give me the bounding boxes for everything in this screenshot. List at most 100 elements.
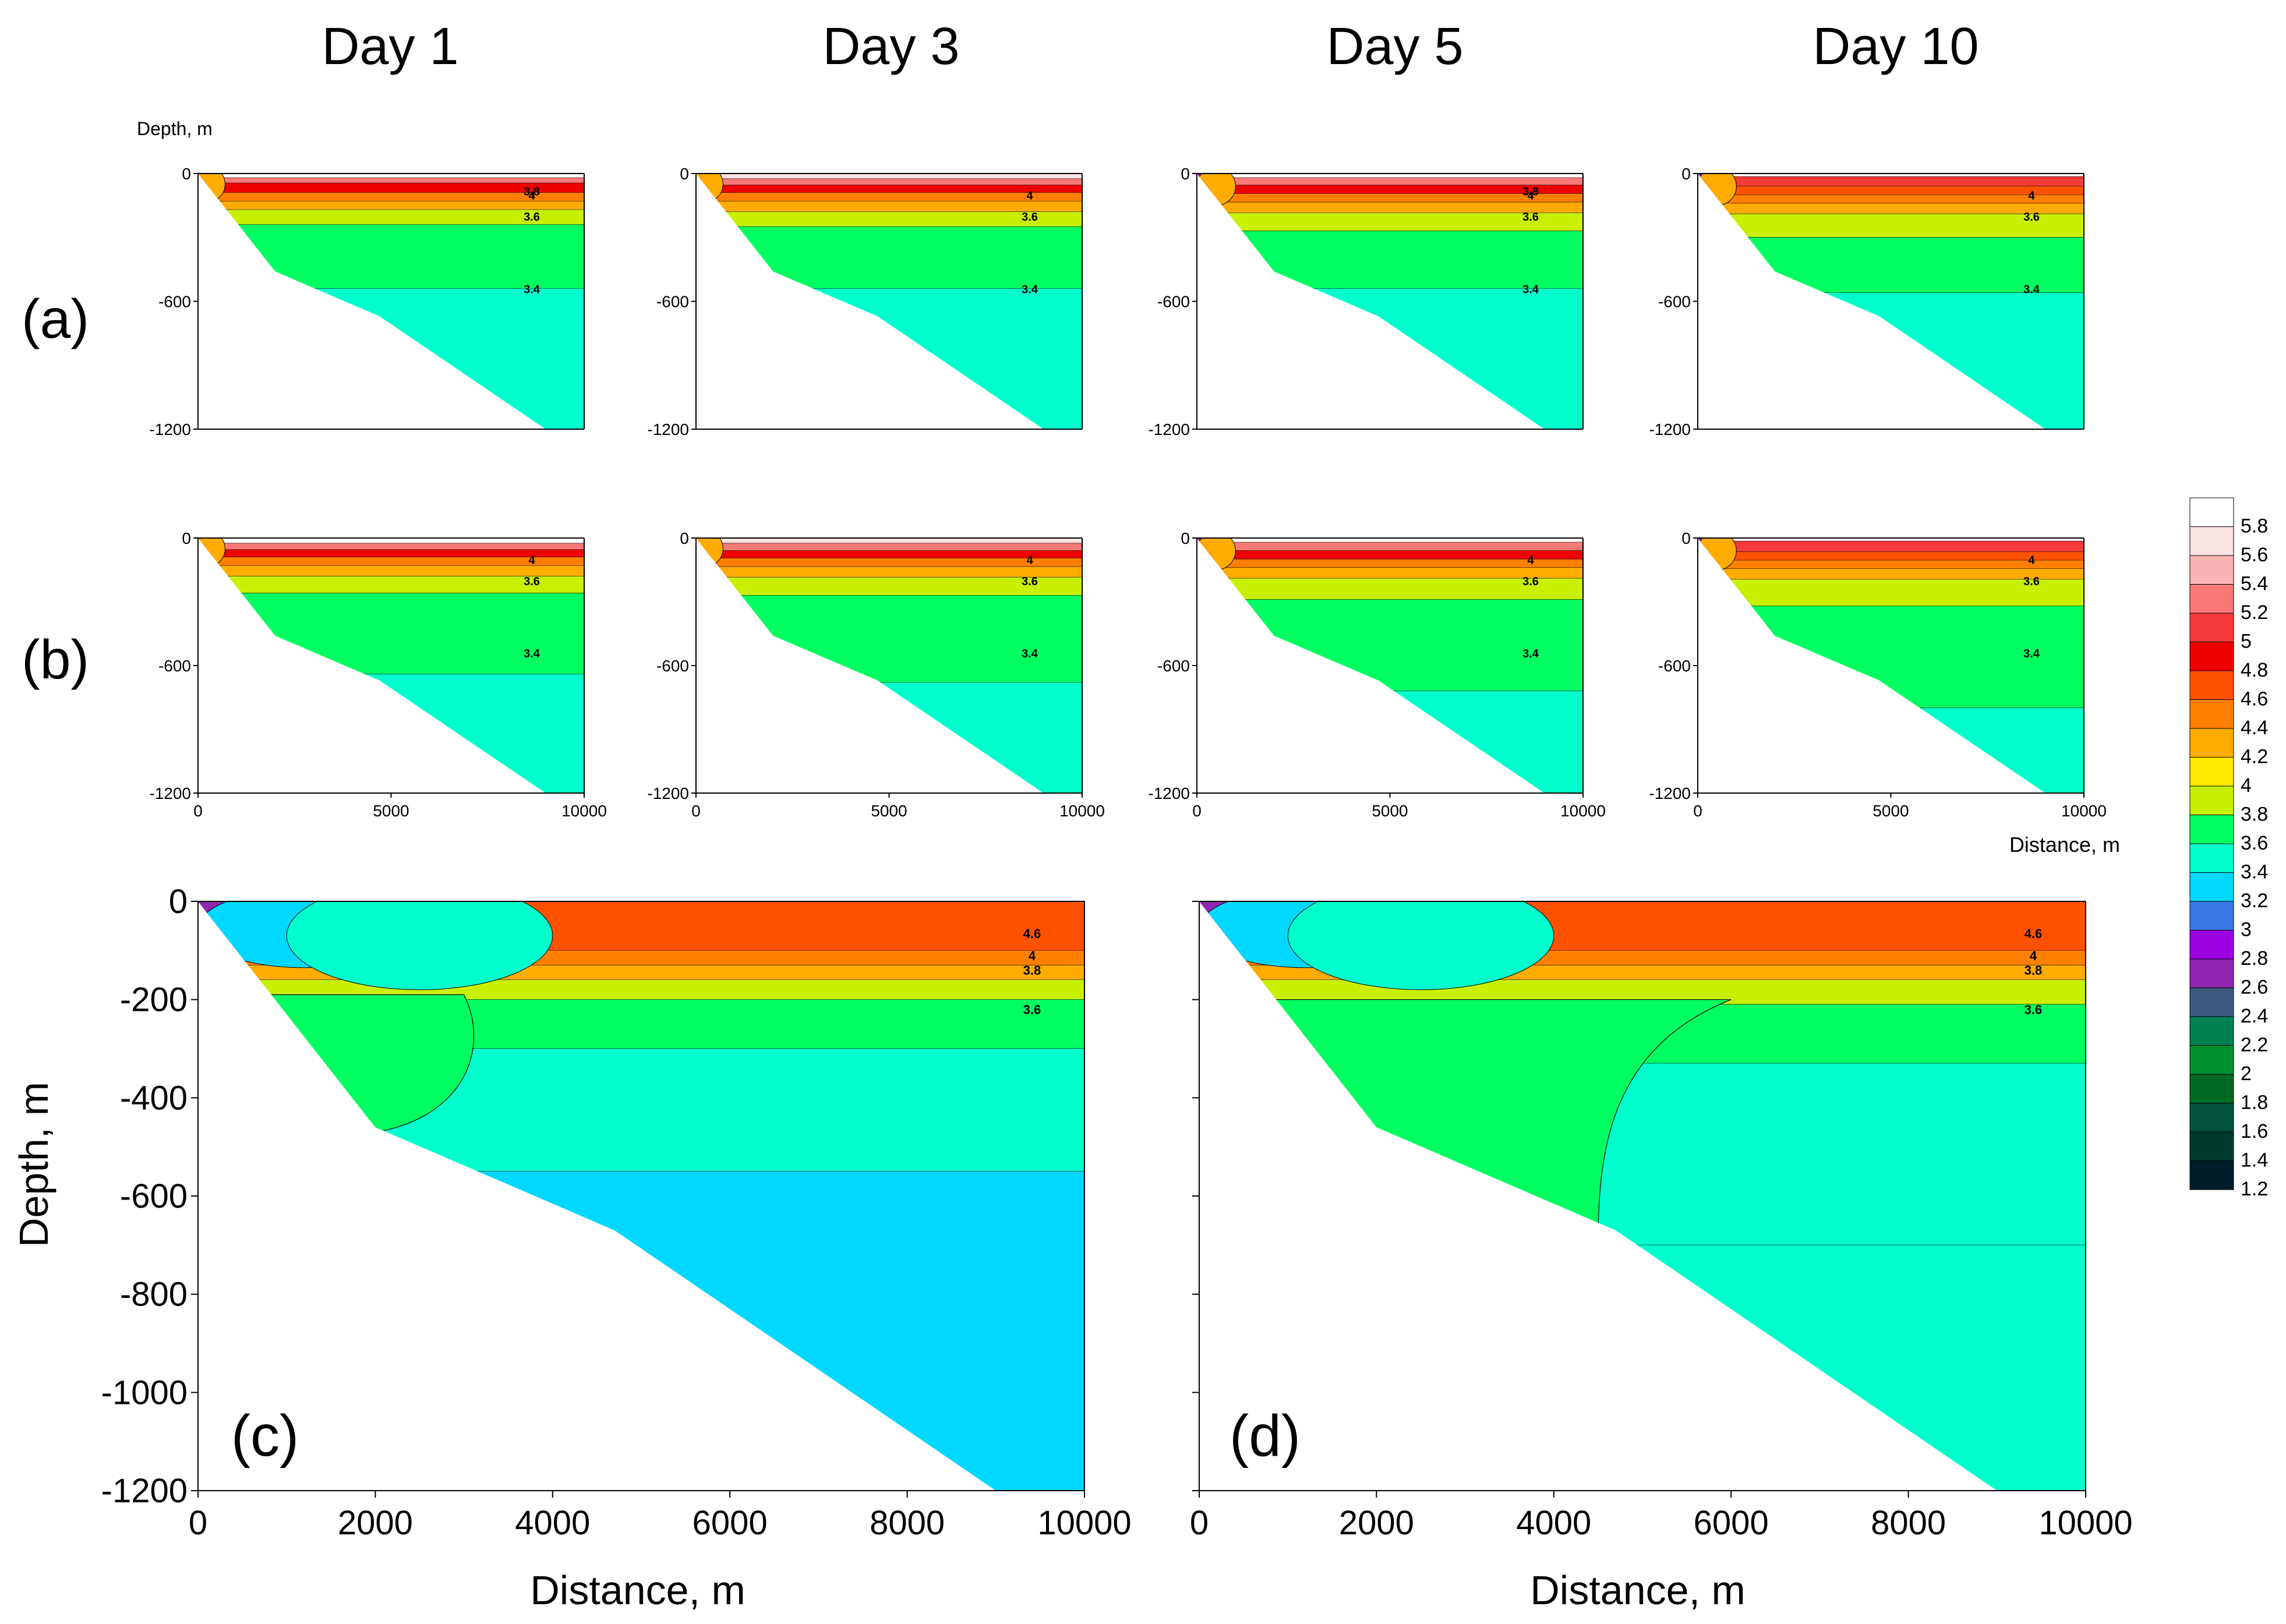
small-depth-label: Depth, m xyxy=(137,118,213,139)
contour-band xyxy=(198,576,584,593)
y-tick-label: -1200 xyxy=(149,784,191,802)
contour-band xyxy=(1197,542,1583,551)
contour-band xyxy=(1698,568,2084,580)
colorbar-label: 4.6 xyxy=(2241,688,2268,710)
x-tick-label: 8000 xyxy=(870,1504,945,1542)
y-tick-label: -600 xyxy=(656,657,689,675)
contour-band xyxy=(1698,579,2084,606)
contour-band xyxy=(1197,185,1583,194)
colorbar-swatch xyxy=(2189,1160,2234,1190)
contour-band xyxy=(696,538,1082,544)
x-tick-label: 0 xyxy=(1190,1504,1209,1542)
colorbar: 5.8 5.6 5.4 5.2 5 4.8 4.6 4.4 4.2 4 3.8 3.6 3.4 3.2 3 2… xyxy=(2189,497,2268,1200)
contour-band xyxy=(1698,174,2084,177)
contour-band xyxy=(696,567,1082,578)
y-tick-label: -1000 xyxy=(101,1374,188,1411)
colorbar-swatch xyxy=(2189,988,2234,1017)
contour-band xyxy=(696,558,1082,567)
y-tick-label: -1200 xyxy=(149,420,191,438)
x-tick-label: 10000 xyxy=(2061,802,2107,820)
contour-band xyxy=(1197,538,1583,543)
contour-band xyxy=(696,550,1082,558)
y-tick-label: 0 xyxy=(680,529,689,547)
contour-label: 3.6 xyxy=(2024,1003,2043,1017)
row-label-b: (b) xyxy=(22,629,89,691)
y-tick-label: 0 xyxy=(169,883,188,921)
contour-band xyxy=(198,192,584,201)
y-tick-label: -1200 xyxy=(1649,784,1691,802)
colorbar-swatch xyxy=(2189,815,2234,844)
big-depth-label: Depth, m xyxy=(11,1082,56,1247)
contour-band xyxy=(696,201,1082,212)
contour-label: 4 xyxy=(1527,554,1534,567)
colorbar-label: 2.2 xyxy=(2241,1034,2268,1056)
x-tick-label: 0 xyxy=(189,1504,207,1542)
x-tick-label: 0 xyxy=(1192,802,1202,820)
contour-band xyxy=(1698,186,2084,195)
contour-band xyxy=(1698,203,2084,214)
y-tick-label: -1200 xyxy=(1148,420,1190,438)
colorbar-swatch xyxy=(2189,497,2234,527)
colorbar-label: 4.8 xyxy=(2241,659,2268,681)
x-tick-label: 6000 xyxy=(1694,1504,1769,1542)
contour-label: 3.6 xyxy=(1022,211,1038,224)
colorbar-label: 3 xyxy=(2241,919,2252,941)
y-tick-label: -1200 xyxy=(647,420,689,438)
x-tick-label: 4000 xyxy=(1516,1504,1591,1542)
colorbar-swatch xyxy=(2189,872,2234,902)
contour-band xyxy=(696,543,1082,551)
y-tick-label: 0 xyxy=(1181,529,1190,547)
contour-band xyxy=(696,577,1082,596)
contour-label: 3.4 xyxy=(524,284,540,296)
x-tick-label: 10000 xyxy=(1560,802,1606,820)
contour-band xyxy=(1197,550,1583,560)
contour-label: 4 xyxy=(2028,554,2035,567)
y-tick-label: 0 xyxy=(182,165,191,183)
y-tick-label: -600 xyxy=(1658,657,1691,675)
y-tick-label: -200 xyxy=(120,981,188,1019)
x-tick-label: 5000 xyxy=(1372,802,1408,820)
small-distance-label: Distance, m xyxy=(2009,833,2120,857)
contour-label: 3.4 xyxy=(1022,648,1038,660)
contour-band xyxy=(198,543,584,550)
contour-band xyxy=(1197,193,1583,203)
contour-band xyxy=(696,192,1082,201)
contour-band xyxy=(198,565,584,576)
contour-band xyxy=(696,174,1082,179)
x-tick-label: 6000 xyxy=(692,1504,768,1542)
y-tick-label: -600 xyxy=(1157,657,1190,675)
contour-label: 3.4 xyxy=(1022,284,1038,296)
day-title-1: Day 1 xyxy=(321,17,458,76)
plume-contour xyxy=(286,901,553,990)
contour-band xyxy=(1698,560,2084,569)
contour-band xyxy=(198,557,584,566)
contour-band xyxy=(1698,541,2084,552)
y-tick-label: -1200 xyxy=(647,784,689,802)
y-tick-label: -600 xyxy=(656,293,689,311)
x-tick-label: 10000 xyxy=(1059,802,1105,820)
row-label-a: (a) xyxy=(22,288,89,350)
colorbar-label: 1.8 xyxy=(2241,1092,2268,1114)
y-tick-label: -600 xyxy=(1658,293,1691,311)
x-tick-label: 0 xyxy=(691,802,701,820)
contour-label: 3.4 xyxy=(2023,284,2040,296)
y-tick-label: -600 xyxy=(1157,293,1190,311)
x-tick-label: 2000 xyxy=(1339,1504,1414,1542)
contour-label: 3.4 xyxy=(1522,648,1539,660)
contour-band xyxy=(198,174,584,178)
colorbar-swatch xyxy=(2189,670,2234,700)
colorbar-swatch xyxy=(2189,584,2234,614)
contour-band xyxy=(1698,176,2084,186)
contour-label: 3.8 xyxy=(1023,963,1041,978)
x-tick-label: 10000 xyxy=(561,802,607,820)
contour-band xyxy=(198,538,584,544)
colorbar-label: 2.8 xyxy=(2241,947,2268,970)
x-tick-label: 8000 xyxy=(1871,1504,1946,1542)
contour-label: 3.6 xyxy=(524,211,540,224)
contour-label: 3.6 xyxy=(1522,211,1539,224)
colorbar-swatch xyxy=(2189,757,2234,787)
contour-label: 3.6 xyxy=(524,575,540,588)
panel-label-d: (d) xyxy=(1229,1403,1301,1469)
contour-label: 3.4 xyxy=(524,648,540,660)
